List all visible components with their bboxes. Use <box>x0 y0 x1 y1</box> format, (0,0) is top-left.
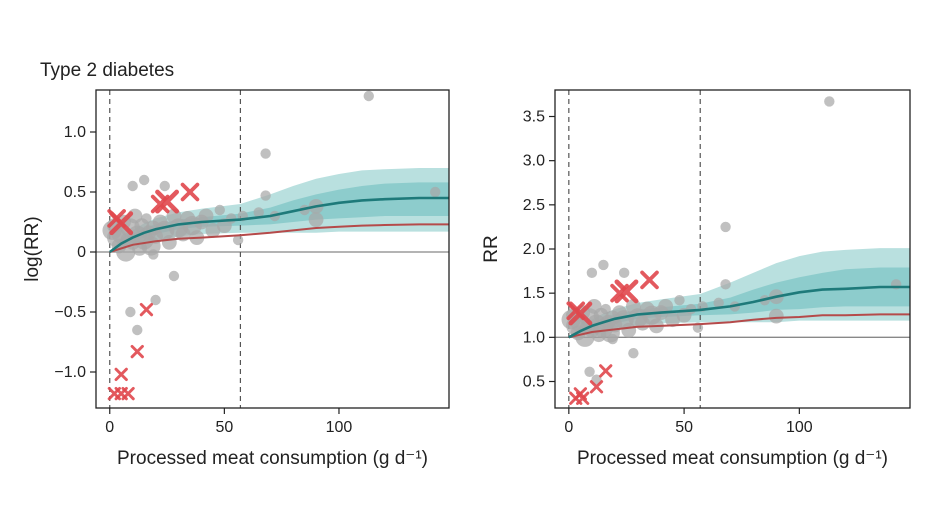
burden-of-proof-curve <box>109 223 449 253</box>
observation-point <box>658 299 674 314</box>
observation-point <box>720 221 731 233</box>
observation-point <box>198 208 214 224</box>
outlier-marker <box>139 302 154 317</box>
observation-point <box>628 348 639 359</box>
inner-uncertainty-band <box>568 267 910 338</box>
observation-point <box>127 180 138 192</box>
observation-point <box>674 295 685 306</box>
outlier-marker <box>568 301 593 326</box>
observation-point <box>618 267 630 279</box>
plot-area <box>96 90 449 408</box>
outlier-marker <box>114 367 128 382</box>
observation-point <box>713 297 724 309</box>
x-tick-label: 0 <box>105 419 114 436</box>
observation-point <box>141 213 152 224</box>
observation-point <box>125 306 136 318</box>
observation-point <box>205 223 221 238</box>
y-tick-label: 3.5 <box>523 109 545 126</box>
observation-point <box>232 234 244 246</box>
observation-point <box>363 90 374 102</box>
y-axis-title: log(RR) <box>22 216 43 281</box>
observation-point <box>768 308 784 324</box>
outlier-marker <box>121 386 135 401</box>
y-tick-label: −0.5 <box>54 304 86 321</box>
log-rr-panel: −1.0 −0.5 0 0.5 1.0 0 50 100 Processed meat cons… <box>22 89 450 469</box>
x-axis-title: Processed meat consumption (g d⁻¹) <box>117 448 428 469</box>
observation-point <box>226 213 237 224</box>
estimate-curve <box>568 285 910 339</box>
y-tick-label: 1.0 <box>523 329 545 346</box>
x-tick-label: 0 <box>564 419 573 436</box>
observation-point <box>607 333 618 345</box>
x-tick-label: 100 <box>326 419 353 436</box>
observation-point <box>586 267 598 279</box>
y-tick-label: −1.0 <box>54 364 86 381</box>
rr-panel: 0.5 1.0 1.5 2.0 2.5 3.0 3.5 0 50 100 Processed mea… <box>481 89 911 469</box>
estimate-curve <box>109 196 449 254</box>
observation-point <box>720 279 731 290</box>
x-tick-label: 50 <box>215 419 233 436</box>
outlier-marker <box>180 182 200 202</box>
observation-point <box>598 259 609 271</box>
y-tick-label: 0.5 <box>523 374 545 391</box>
outlier-marker <box>599 364 613 378</box>
observation-point <box>214 204 225 216</box>
x-axis-title: Processed meat consumption (g d⁻¹) <box>577 448 888 469</box>
observation-point <box>600 303 611 315</box>
panel-title: Type 2 diabetes <box>40 60 174 81</box>
observation-point <box>132 324 143 336</box>
observation-point <box>159 180 170 192</box>
observation-point <box>253 207 264 218</box>
observation-point <box>584 366 595 377</box>
observation-point <box>430 186 441 198</box>
outlier-marker <box>640 270 659 290</box>
y-tick-label: 1.5 <box>523 285 545 302</box>
plot-frame <box>554 89 911 409</box>
observation-point <box>150 294 161 306</box>
plot-area <box>555 90 910 408</box>
x-tick-label: 100 <box>786 419 813 436</box>
outlier-marker <box>589 380 604 394</box>
observation-point <box>308 212 324 228</box>
observation-point <box>138 174 150 186</box>
observation-point <box>665 312 680 328</box>
observation-point <box>161 235 177 250</box>
y-tick-label: 0.5 <box>64 184 86 201</box>
outlier-marker <box>576 391 590 405</box>
observation-point <box>824 96 835 107</box>
y-tick-label: 2.5 <box>523 197 545 214</box>
plot-frame <box>95 89 450 409</box>
burden-of-proof-curve <box>568 313 910 339</box>
observation-point <box>260 190 271 201</box>
outlier-marker <box>109 211 134 236</box>
x-tick-label: 50 <box>675 419 693 436</box>
observation-point <box>260 148 271 159</box>
observation-point <box>168 270 180 282</box>
observation-point <box>148 249 159 260</box>
y-tick-label: 3.0 <box>523 153 545 170</box>
outlier-marker <box>130 344 144 359</box>
y-tick-label: 1.0 <box>64 124 86 141</box>
y-tick-label: 2.0 <box>523 241 545 258</box>
outlier-marker <box>155 189 180 214</box>
y-tick-label: 0 <box>77 244 86 261</box>
y-axis-title: RR <box>481 235 502 262</box>
outlier-marker <box>614 279 639 304</box>
